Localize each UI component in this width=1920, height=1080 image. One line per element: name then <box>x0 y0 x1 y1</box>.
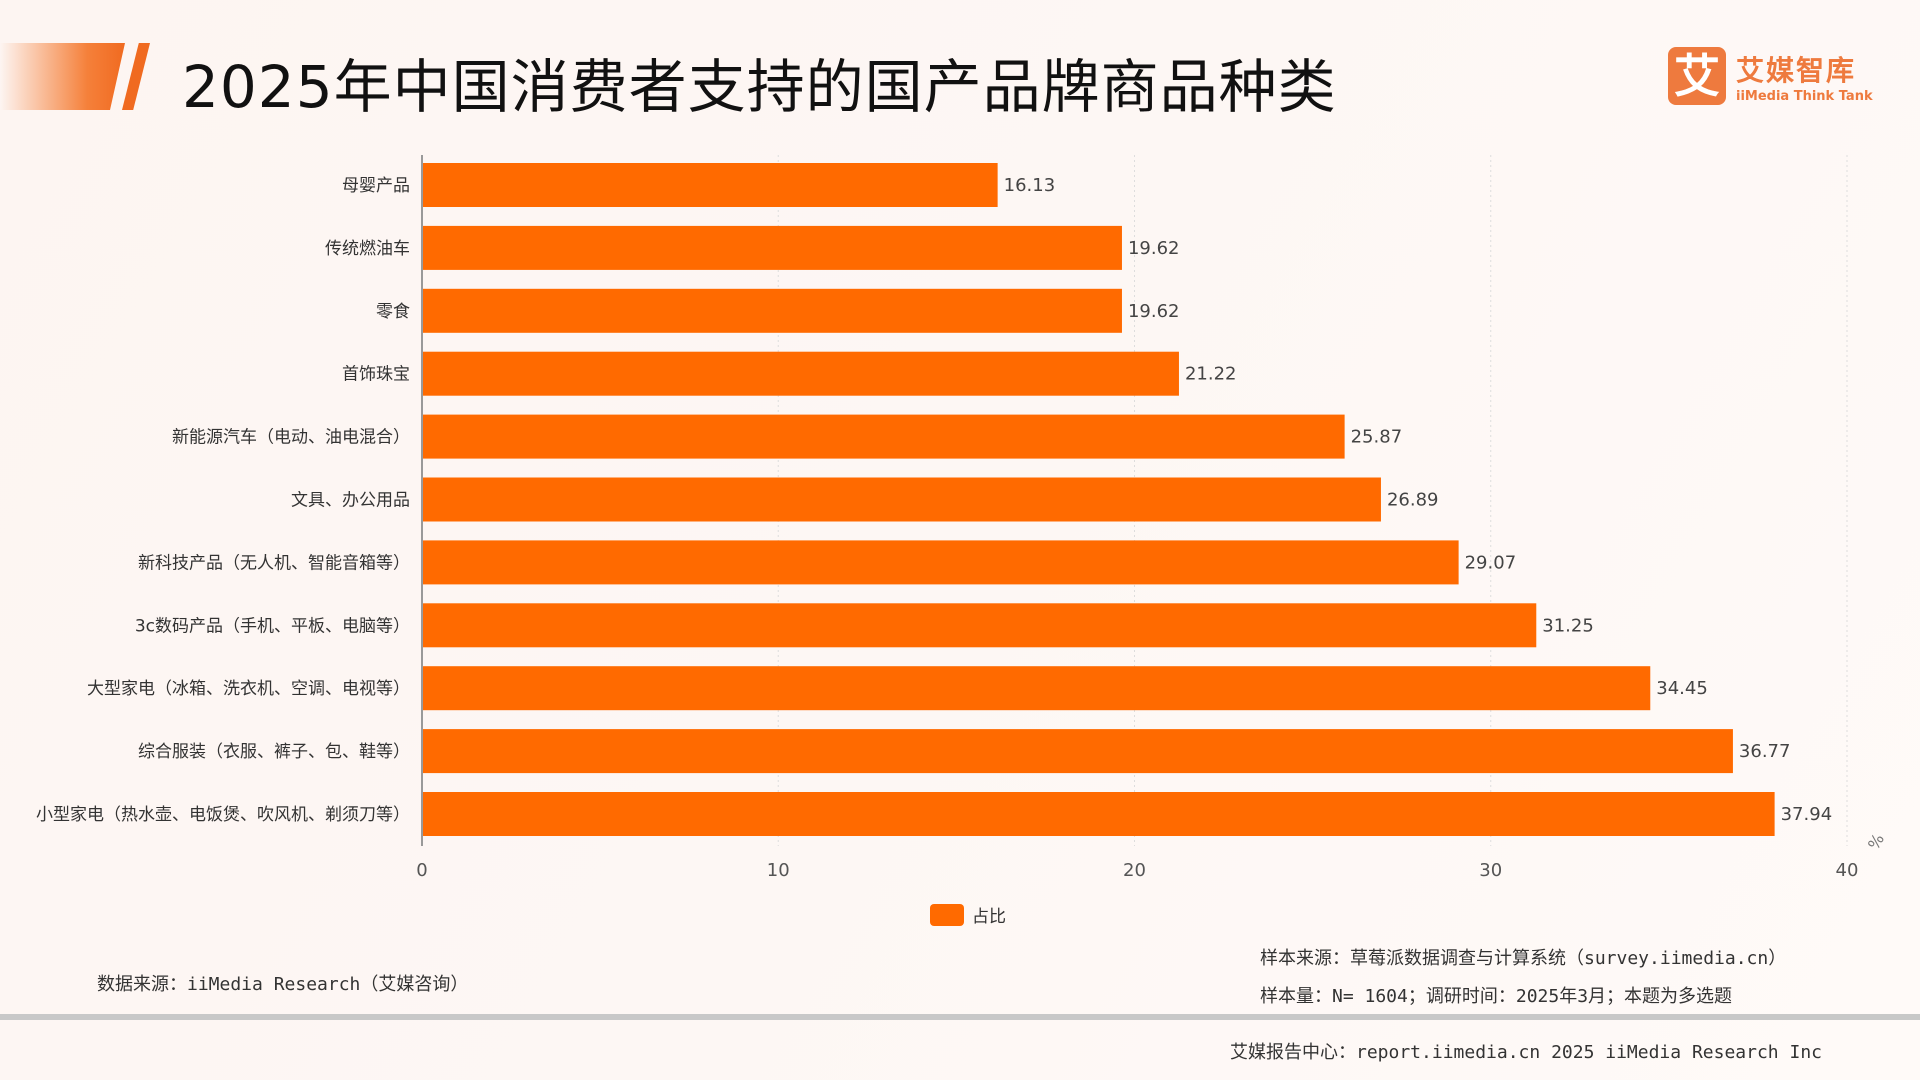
x-tick-label: 10 <box>767 860 790 881</box>
sample-source: 样本来源：草莓派数据调查与计算系统（survey.iimedia.cn） <box>1260 948 1787 969</box>
category-label: 新能源汽车（电动、油电混合） <box>172 428 410 448</box>
category-label: 文具、办公用品 <box>291 491 410 511</box>
bar <box>423 477 1381 522</box>
category-label: 首饰珠宝 <box>342 365 410 385</box>
legend-label: 占比 <box>972 907 1006 927</box>
title-accent-stripe <box>0 43 125 110</box>
logo-en-text: iiMedia Think Tank <box>1736 88 1873 104</box>
bar <box>423 163 998 207</box>
category-label: 小型家电（热水壶、电饭煲、吹风机、剃须刀等） <box>36 805 410 825</box>
data-label: 16.13 <box>1004 175 1056 196</box>
report-center: 艾媒报告中心：report.iimedia.cn 2025 iiMedia Re… <box>1230 1042 1822 1063</box>
data-label: 25.87 <box>1351 427 1403 448</box>
category-label: 新科技产品（无人机、智能音箱等） <box>138 553 410 573</box>
category-label: 大型家电（冰箱、洗衣机、空调、电视等） <box>87 679 410 699</box>
category-label: 3c数码产品（手机、平板、电脑等） <box>135 616 410 636</box>
footer-divider <box>0 1014 1920 1020</box>
data-label: 36.77 <box>1739 741 1791 762</box>
data-label: 31.25 <box>1542 615 1594 636</box>
data-label: 21.22 <box>1185 364 1237 385</box>
sample-size: 样本量：N= 1604；调研时间：2025年3月；本题为多选题 <box>1260 986 1733 1007</box>
data-label: 19.62 <box>1128 238 1180 259</box>
page-title: 2025年中国消费者支持的国产品牌商品种类 <box>182 53 1337 121</box>
bar <box>423 666 1651 711</box>
data-source: 数据来源：iiMedia Research（艾媒咨询） <box>97 974 469 995</box>
bar <box>423 351 1179 396</box>
legend-swatch <box>930 903 964 926</box>
bar <box>423 729 1733 774</box>
data-label: 29.07 <box>1465 552 1517 573</box>
data-label: 26.89 <box>1387 490 1439 511</box>
data-label: 34.45 <box>1656 678 1708 699</box>
x-tick-label: 20 <box>1123 860 1146 881</box>
x-tick-label: 40 <box>1836 860 1859 881</box>
chart-legend: 占比 <box>930 902 1006 927</box>
bar <box>423 792 1775 836</box>
category-label: 零食 <box>376 302 410 322</box>
iimedia-logo: 艾 艾媒智库 iiMedia Think Tank <box>1668 47 1873 105</box>
logo-mark: 艾 <box>1668 47 1726 105</box>
bar <box>423 414 1345 459</box>
x-tick-label: 30 <box>1479 860 1502 881</box>
x-unit-label: % <box>1864 830 1888 853</box>
category-label: 综合服装（衣服、裤子、包、鞋等） <box>138 742 410 762</box>
bar <box>423 225 1122 270</box>
data-label: 19.62 <box>1128 301 1180 322</box>
data-label: 37.94 <box>1781 804 1833 825</box>
logo-cn-text: 艾媒智库 <box>1736 53 1857 87</box>
x-tick-label: 0 <box>416 860 427 881</box>
category-label: 传统燃油车 <box>325 239 410 259</box>
category-label: 母婴产品 <box>342 176 410 196</box>
bar <box>423 603 1537 648</box>
bar <box>423 288 1122 333</box>
bar <box>423 540 1459 585</box>
